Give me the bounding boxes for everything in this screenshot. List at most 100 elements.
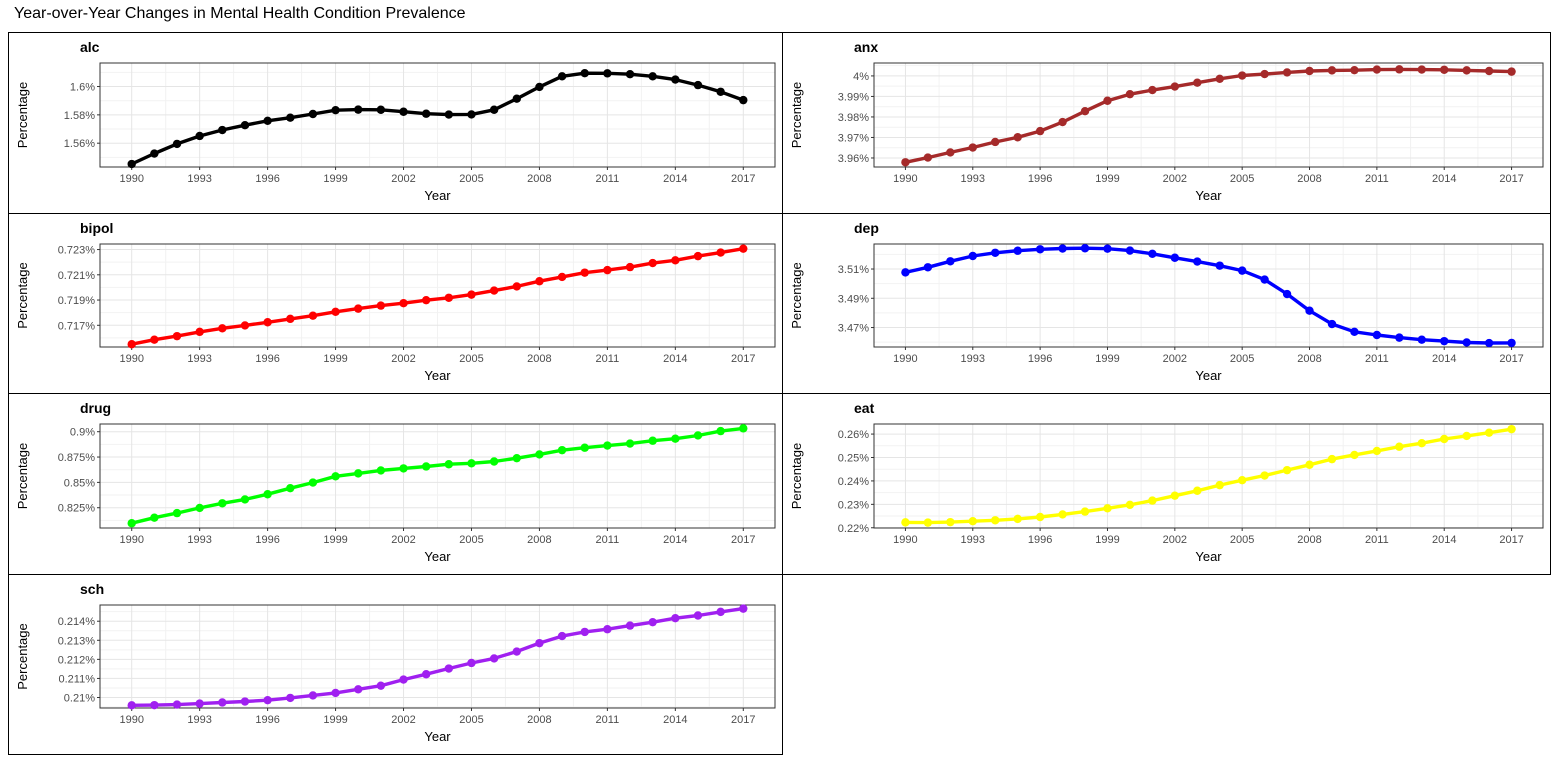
data-point (467, 658, 476, 668)
data-point (557, 631, 567, 641)
data-point (1103, 244, 1112, 253)
data-point (308, 109, 318, 119)
data-point (376, 466, 386, 475)
data-point (444, 110, 454, 119)
panel-border (8, 32, 783, 214)
x-tick-label: 2014 (663, 534, 687, 546)
x-axis-label: Year (1195, 188, 1222, 203)
x-tick-label: 1999 (1095, 173, 1119, 185)
data-point (512, 282, 521, 291)
data-point (1035, 512, 1045, 522)
y-tick-label: 0.23% (838, 499, 869, 511)
data-point (1417, 439, 1426, 448)
data-point (693, 80, 703, 90)
data-point (1305, 460, 1314, 469)
x-tick-label: 2002 (391, 714, 415, 726)
data-point (421, 462, 431, 471)
data-point (1080, 507, 1090, 516)
panel-border (782, 213, 1551, 394)
y-tick-label: 3.97% (838, 132, 869, 144)
data-point (240, 121, 250, 130)
data-point (1193, 78, 1202, 87)
data-point (1215, 74, 1224, 83)
data-point (603, 69, 612, 78)
y-tick-label: 1.58% (64, 110, 95, 122)
data-point (150, 513, 159, 522)
x-tick-label: 2008 (527, 534, 551, 546)
data-point (218, 499, 227, 508)
panel-title: sch (80, 581, 104, 597)
data-point (1350, 65, 1359, 75)
data-point (946, 257, 955, 266)
x-tick-label: 2002 (391, 353, 415, 365)
data-point (535, 638, 544, 648)
x-tick-label: 1996 (255, 173, 279, 185)
data-point (444, 460, 454, 469)
x-tick-label: 2008 (527, 173, 551, 185)
panel-title: alc (80, 39, 100, 55)
data-point (716, 426, 725, 436)
x-tick-label: 2005 (459, 714, 483, 726)
data-point (625, 262, 635, 272)
data-point (1035, 126, 1045, 136)
data-point (467, 110, 476, 119)
data-point (739, 424, 748, 433)
data-point (467, 459, 476, 468)
x-tick-label: 2011 (596, 353, 620, 365)
data-point (535, 277, 544, 286)
x-tick-label: 1993 (187, 353, 211, 365)
data-point (172, 700, 182, 709)
panel-dep: dep 1990 1993 1996 1999 2002 2005 2008 2011 2014 2… (782, 213, 1551, 394)
x-tick-label: 1990 (893, 534, 917, 546)
x-tick-label: 2002 (1163, 173, 1187, 185)
plot-frame (99, 62, 776, 168)
series-line-alc (129, 71, 745, 166)
panel-title: drug (80, 400, 111, 416)
data-point (218, 698, 227, 707)
data-point (399, 107, 408, 116)
data-point (1462, 431, 1471, 441)
data-point (671, 613, 680, 623)
data-point (1282, 289, 1292, 299)
data-point (968, 143, 977, 152)
x-tick-label: 1990 (893, 173, 917, 185)
data-point (1103, 504, 1112, 513)
y-tick-label: 0.24% (838, 476, 869, 488)
y-tick-label: 3.47% (838, 323, 869, 335)
data-point (127, 519, 136, 528)
data-point (625, 439, 635, 448)
plot-frame (99, 604, 776, 709)
x-tick-label: 2014 (1432, 534, 1456, 546)
data-point (648, 617, 657, 627)
x-tick-label: 2005 (1230, 173, 1254, 185)
plot-frame (873, 243, 1544, 348)
y-tick-label: 1.6% (70, 82, 95, 94)
data-point (1372, 446, 1382, 456)
data-point (195, 699, 204, 708)
x-tick-label: 1999 (323, 353, 347, 365)
x-tick-label: 2014 (663, 353, 687, 365)
series-line-dep (903, 246, 1514, 345)
data-point (671, 256, 680, 265)
data-point (1484, 338, 1494, 348)
x-tick-label: 1990 (119, 353, 143, 365)
data-point (923, 518, 933, 527)
plot-frame (873, 62, 1544, 168)
data-point (1170, 491, 1180, 500)
y-tick-label: 0.9% (70, 427, 95, 439)
plot-frame (99, 243, 776, 348)
x-tick-label: 2005 (459, 534, 483, 546)
plot-frame (99, 423, 776, 529)
data-point (1372, 330, 1382, 340)
data-point (991, 516, 1000, 525)
data-point (1305, 66, 1314, 76)
data-point (172, 139, 182, 149)
x-tick-label: 1999 (323, 714, 347, 726)
y-tick-label: 3.49% (838, 293, 869, 305)
panel-border (8, 574, 783, 755)
x-tick-label: 1990 (119, 173, 143, 185)
data-point (444, 293, 454, 302)
data-point (467, 290, 476, 299)
data-point (399, 464, 408, 473)
panel-title: dep (854, 220, 879, 236)
